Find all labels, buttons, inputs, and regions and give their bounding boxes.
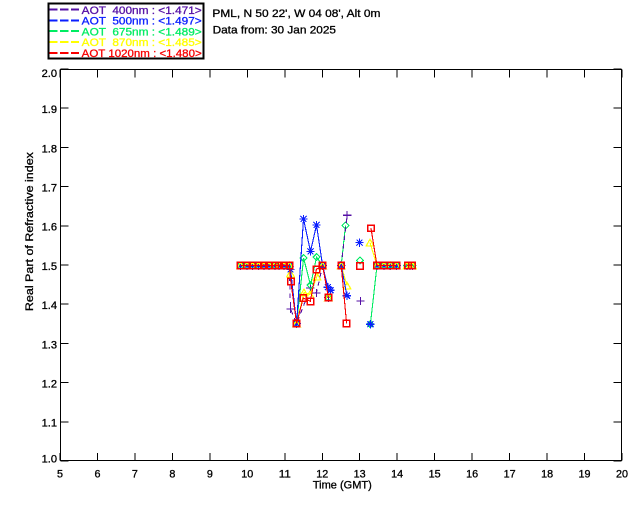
svg-text:20: 20: [616, 468, 628, 480]
svg-text:12: 12: [316, 468, 328, 480]
svg-text:Data from: 30 Jan 2025: Data from: 30 Jan 2025: [213, 24, 337, 36]
svg-text:1.9: 1.9: [42, 104, 58, 116]
svg-text:11: 11: [279, 468, 291, 480]
svg-text:10: 10: [241, 468, 253, 480]
svg-text:Real Part of Refractive index: Real Part of Refractive index: [24, 151, 36, 311]
svg-text:1.6: 1.6: [42, 222, 58, 234]
svg-text:15: 15: [429, 468, 441, 480]
svg-text:14: 14: [391, 468, 403, 480]
svg-text:1.7: 1.7: [42, 183, 58, 195]
svg-text:Time (GMT): Time (GMT): [313, 480, 372, 492]
svg-text:5: 5: [57, 468, 63, 480]
svg-text:AOT 675nm : <1.489>: AOT 675nm : <1.489>: [82, 26, 202, 38]
svg-text:9: 9: [207, 468, 213, 480]
svg-text:19: 19: [579, 468, 591, 480]
svg-text:13: 13: [354, 468, 366, 480]
svg-text:18: 18: [541, 468, 553, 480]
svg-text:1.2: 1.2: [42, 379, 58, 391]
svg-text:AOT 870nm : <1.485>: AOT 870nm : <1.485>: [82, 37, 202, 49]
svg-text:AOT 500nm : <1.497>: AOT 500nm : <1.497>: [82, 16, 202, 28]
svg-text:17: 17: [504, 468, 516, 480]
svg-text:1.5: 1.5: [42, 261, 58, 273]
svg-text:1.8: 1.8: [42, 143, 58, 155]
svg-text:7: 7: [132, 468, 138, 480]
svg-text:AOT 1020nm : <1.480>: AOT 1020nm : <1.480>: [82, 48, 202, 60]
svg-text:1.3: 1.3: [42, 339, 58, 351]
svg-text:2.0: 2.0: [42, 68, 58, 80]
svg-text:8: 8: [169, 468, 175, 480]
svg-text:1.1: 1.1: [42, 418, 58, 430]
svg-text:6: 6: [95, 468, 101, 480]
svg-text:16: 16: [466, 468, 478, 480]
svg-text:1.4: 1.4: [42, 300, 58, 312]
svg-text:1.0: 1.0: [42, 453, 58, 465]
svg-text:PML, N 50 22', W 04 08', Alt 0: PML, N 50 22', W 04 08', Alt 0m: [212, 8, 380, 20]
svg-text:AOT 400nm : <1.471>: AOT 400nm : <1.471>: [82, 5, 202, 17]
